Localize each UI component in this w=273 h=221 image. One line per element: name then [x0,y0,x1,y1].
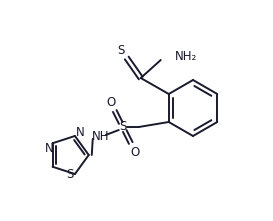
Text: S: S [119,120,126,133]
Text: NH₂: NH₂ [175,50,197,63]
Text: O: O [106,95,115,109]
Text: O: O [130,145,140,158]
Text: S: S [117,44,124,57]
Text: N: N [76,126,84,139]
Text: S: S [66,168,74,181]
Text: N: N [45,142,54,155]
Text: NH: NH [92,130,109,143]
